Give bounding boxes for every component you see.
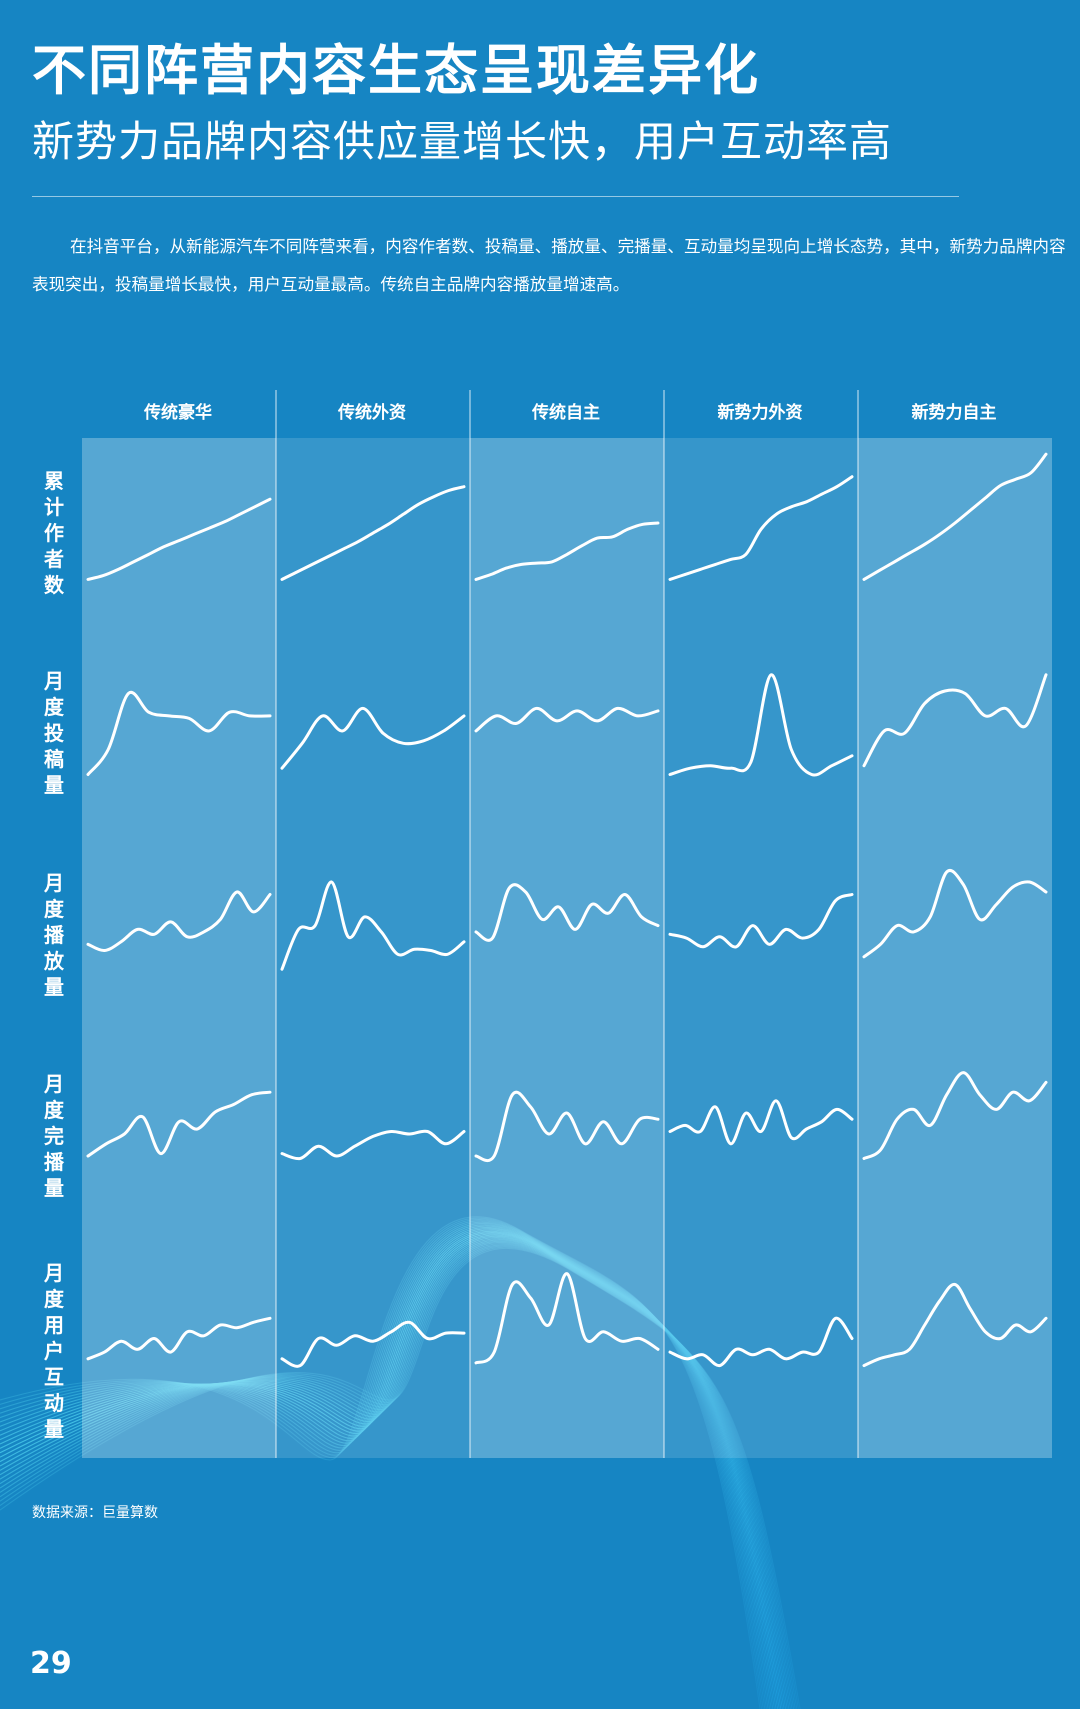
sparkline-月度用户互动量-传统豪华 <box>86 1316 272 1361</box>
column-panel <box>858 438 1052 1458</box>
sparkline-月度播放量-传统豪华 <box>86 890 272 953</box>
row-label: 月度用户互动量 <box>44 1261 64 1441</box>
sparkline-月度用户互动量-新势力外资 <box>668 1316 854 1368</box>
wave-line <box>0 1237 787 1709</box>
sparkline-累计作者数-传统外资 <box>280 485 466 581</box>
sparkline-月度用户互动量-新势力自主 <box>862 1282 1048 1368</box>
sparkline-累计作者数-新势力外资 <box>668 475 854 581</box>
sparkline-月度投稿量-新势力外资 <box>668 673 854 777</box>
wave-line <box>0 1240 791 1709</box>
wave-line <box>0 1244 796 1709</box>
wave-line <box>0 1217 763 1709</box>
wave-line <box>0 1235 785 1709</box>
sparkline-累计作者数-传统豪华 <box>86 497 272 581</box>
wave-line <box>0 1234 783 1709</box>
row-label: 月度播放量 <box>44 871 64 999</box>
column-panel <box>276 438 470 1458</box>
sparkline-月度完播量-新势力外资 <box>668 1099 854 1146</box>
sparkline-月度播放量-传统自主 <box>474 883 660 942</box>
sparkline-月度播放量-新势力自主 <box>862 869 1048 959</box>
wave-line <box>0 1222 769 1709</box>
wave-line <box>0 1248 801 1709</box>
row-label: 月度投稿量 <box>44 669 64 797</box>
wave-line <box>0 1239 790 1709</box>
title-divider <box>32 196 959 197</box>
wave-line <box>0 1247 799 1709</box>
wave-line <box>0 1226 774 1709</box>
sparkline-月度投稿量-传统外资 <box>280 706 466 770</box>
wave-line <box>0 1229 777 1709</box>
wave-line <box>0 1245 798 1709</box>
column-header: 传统自主 <box>532 403 600 423</box>
wave-line <box>0 1228 775 1709</box>
column-header: 传统外资 <box>338 403 406 423</box>
column-header: 新势力外资 <box>717 403 803 423</box>
data-source-note: 数据来源：巨量算数 <box>32 1505 158 1521</box>
wave-line <box>0 1220 766 1709</box>
row-label: 累计作者数 <box>44 469 64 597</box>
wave-line <box>0 1230 779 1709</box>
wave-line <box>0 1225 772 1709</box>
row-label: 月度完播量 <box>44 1072 64 1200</box>
column-header: 新势力自主 <box>911 403 997 423</box>
sparkline-月度投稿量-新势力自主 <box>862 673 1048 768</box>
sparkline-月度播放量-新势力外资 <box>668 893 854 949</box>
sparkline-月度播放量-传统外资 <box>280 880 466 971</box>
sparkline-累计作者数-传统自主 <box>474 521 660 581</box>
page-number: 29 <box>30 1646 72 1681</box>
sparkline-累计作者数-新势力自主 <box>862 452 1048 581</box>
sparkline-月度用户互动量-传统自主 <box>474 1272 660 1365</box>
sparkline-月度投稿量-传统自主 <box>474 706 660 733</box>
sparkline-月度完播量-传统自主 <box>474 1090 660 1163</box>
sparkline-月度用户互动量-传统外资 <box>280 1320 466 1368</box>
wave-line <box>0 1233 782 1709</box>
wave-line <box>0 1242 793 1709</box>
wave-line <box>0 1238 788 1709</box>
page-title: 不同阵营内容生态呈现差异化 <box>32 39 760 102</box>
sparkline-月度完播量-新势力自主 <box>862 1071 1048 1160</box>
column-header: 传统豪华 <box>144 403 212 423</box>
column-panel <box>470 438 664 1458</box>
wave-line <box>0 1221 767 1709</box>
wave-line <box>0 1243 795 1709</box>
column-panel <box>664 438 858 1458</box>
page-subtitle: 新势力品牌内容供应量增长快，用户互动率高 <box>32 117 893 166</box>
intro-paragraph: 在抖音平台，从新能源汽车不同阵营来看，内容作者数、投稿量、播放量、完播量、互动量… <box>32 237 1066 294</box>
wave-line <box>0 1224 771 1709</box>
sparkline-月度完播量-传统豪华 <box>86 1090 272 1158</box>
sparkline-月度完播量-传统外资 <box>280 1129 466 1161</box>
sparkline-月度投稿量-传统豪华 <box>86 690 272 776</box>
